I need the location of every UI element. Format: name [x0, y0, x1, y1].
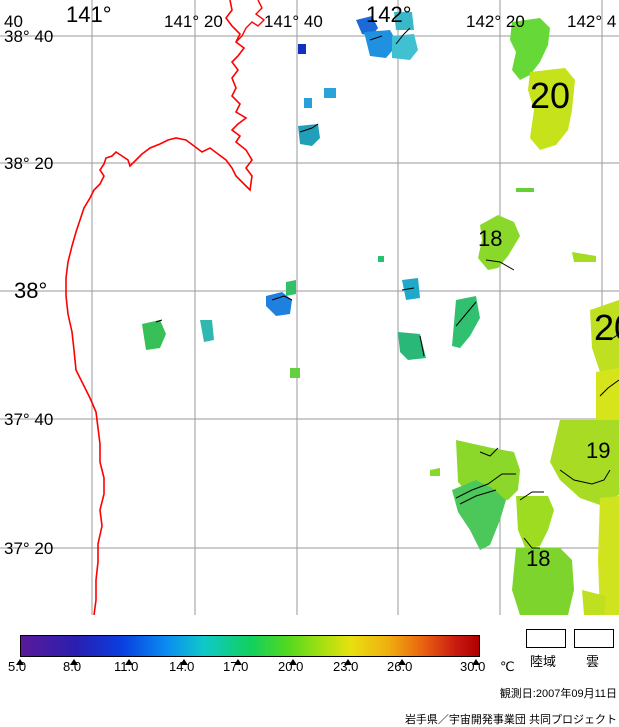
isotherm-label: 20 [594, 307, 619, 348]
lon-label-142-40: 142° 4 [567, 12, 617, 31]
lat-label-38: 38° [14, 278, 48, 303]
lat-label-38-20: 38° 20 [4, 154, 54, 173]
colorbar-tick [289, 659, 297, 665]
sea-surface-temperature-map: 38° 40 38° 20 38° 37° 40 37° 20 40 141° … [0, 0, 619, 615]
colorbar-tick [16, 659, 24, 665]
legend: 5.0 8.0 11.0 14.0 17.0 20.0 23.0 26.0 30… [0, 615, 619, 726]
land-key-label: 陸域 [530, 654, 557, 669]
colorbar-tick-label: 14.0 [169, 659, 195, 674]
lon-label-142: 142° [366, 2, 412, 27]
colorbar-tick [344, 659, 352, 665]
colorbar-tick-label: 8.0 [63, 659, 82, 674]
credit-text: 岩手県／宇宙開発事業団 共同プロジェクト [404, 714, 617, 726]
colorbar-tick [180, 659, 188, 665]
temperature-color-bar [20, 635, 480, 657]
colorbar-tick-label: 26.0 [387, 659, 413, 674]
colorbar-tick-label: 30.0 [460, 659, 486, 674]
colorbar-tick-label: 11.0 [114, 659, 139, 674]
sst-patches [430, 18, 619, 615]
isotherm-label: 18 [526, 546, 551, 571]
lon-label-141-40: 141° 40 [264, 12, 323, 31]
lat-label-37-20: 37° 20 [4, 539, 54, 558]
isotherm-label: 18 [478, 226, 503, 251]
colorbar-tick-label: 17.0 [223, 659, 249, 674]
lon-label-140-40: 40 [4, 12, 23, 31]
colorbar-tick [70, 659, 78, 665]
lon-label-142-20: 142° 20 [466, 12, 525, 31]
coastline-detail [235, 0, 266, 43]
lon-label-141: 141° [66, 2, 112, 27]
isotherm-label: 20 [530, 75, 571, 116]
observation-date: 観測日:2007年09月11日 [499, 688, 617, 700]
colorbar-tick-label: 5.0 [8, 659, 27, 674]
colorbar-tick [125, 659, 133, 665]
lon-label-141-20: 141° 20 [164, 12, 223, 31]
temperature-unit: ℃ [500, 659, 515, 674]
cloud-key-label: 雲 [586, 654, 600, 669]
isotherm-label: 19 [586, 438, 611, 463]
sst-patches-cool [142, 12, 480, 378]
coastline [65, 0, 253, 615]
colorbar-tick [472, 659, 480, 665]
map-canvas [0, 0, 619, 615]
isotherms [155, 27, 619, 549]
colorbar-tick-label: 23.0 [333, 659, 359, 674]
lat-label-37-40: 37° 40 [4, 410, 54, 429]
cloud-key-swatch [574, 629, 614, 648]
land-key-swatch [526, 629, 566, 648]
colorbar-tick-label: 20.0 [278, 659, 304, 674]
colorbar-tick [234, 659, 242, 665]
lat-label-38-40: 38° 40 [4, 27, 54, 46]
colorbar-tick [398, 659, 406, 665]
